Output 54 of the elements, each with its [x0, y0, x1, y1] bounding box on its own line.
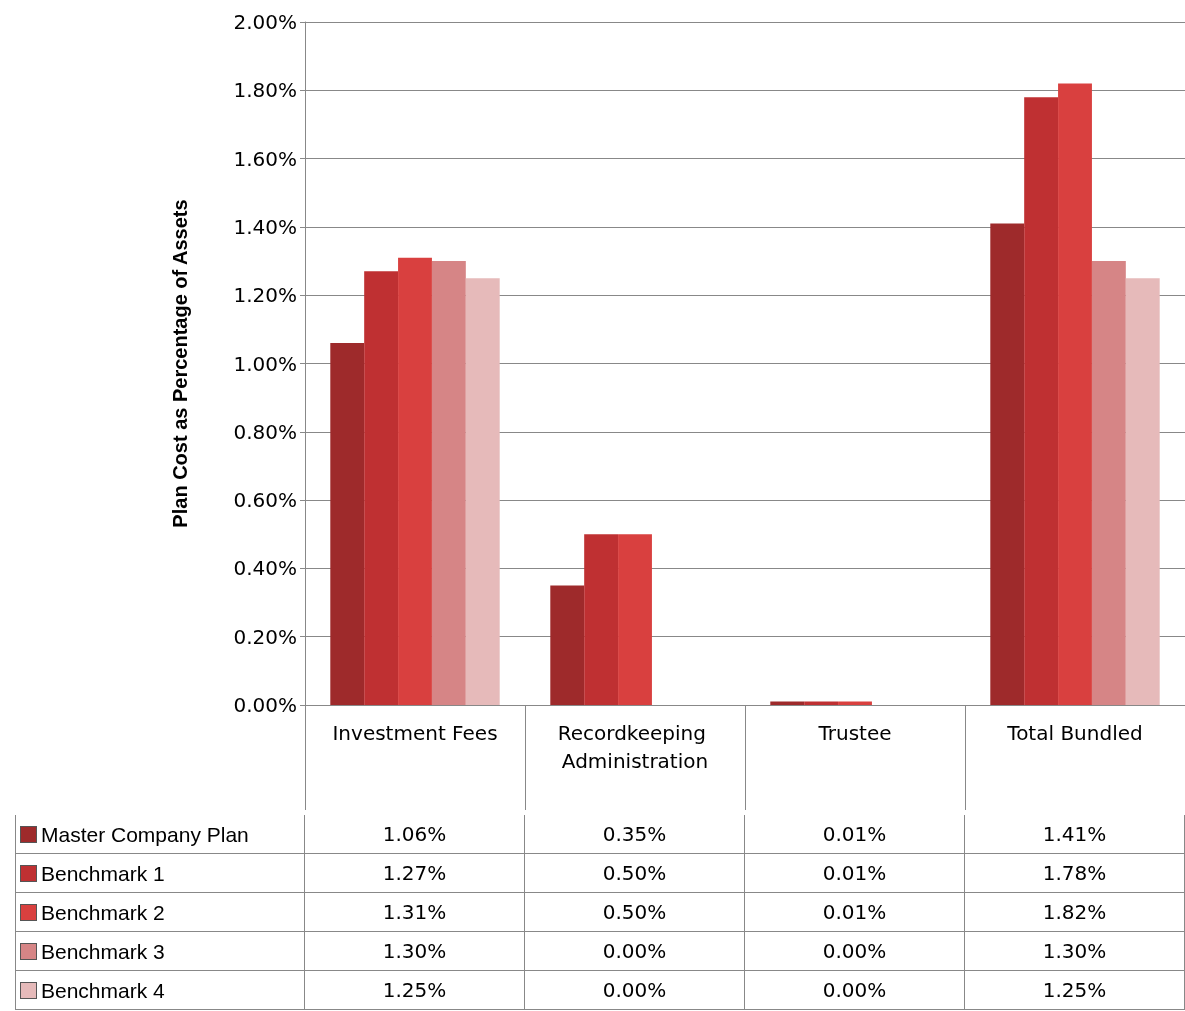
data-label: 1.30%	[305, 932, 525, 971]
bar	[1058, 83, 1092, 705]
y-tick-label: 0.00%	[233, 693, 297, 717]
x-tick-label: Investment Fees	[332, 721, 498, 745]
y-tick-label: 1.20%	[233, 283, 297, 308]
y-tick-label: 0.80%	[233, 419, 297, 444]
data-label: 0.00%	[525, 932, 745, 971]
data-label: 0.50%	[525, 893, 745, 932]
legend-label: Benchmark 1	[15, 854, 305, 893]
data-label: 1.25%	[965, 971, 1185, 1010]
data-label: 1.27%	[305, 854, 525, 893]
x-tick-label: Trustee	[817, 721, 892, 745]
x-tick-label: Total Bundled	[1006, 721, 1143, 745]
bar	[1091, 261, 1126, 705]
data-label: 1.25%	[305, 971, 525, 1010]
y-axis-title: Plan Cost as Percentage of Assets	[169, 199, 191, 528]
data-label: 1.78%	[965, 854, 1185, 893]
data-label: 0.00%	[745, 932, 965, 971]
bar	[364, 271, 399, 705]
data-label: 0.35%	[525, 815, 745, 854]
y-tick-label: 0.40%	[233, 556, 297, 581]
bar	[550, 585, 585, 705]
data-label: 0.00%	[525, 971, 745, 1010]
data-label: 1.06%	[305, 815, 525, 854]
bar	[1125, 278, 1160, 705]
y-tick-label: 1.80%	[233, 78, 297, 103]
data-label: 0.00%	[745, 971, 965, 1010]
data-label: 0.01%	[745, 815, 965, 854]
bar	[584, 534, 619, 705]
data-label: 0.01%	[745, 893, 965, 932]
data-label: 0.01%	[745, 854, 965, 893]
y-tick-label: 0.20%	[233, 624, 297, 649]
bar	[618, 534, 652, 705]
data-label: 0.50%	[525, 854, 745, 893]
data-label: 1.30%	[965, 932, 1185, 971]
y-tick-label: 1.60%	[233, 146, 297, 171]
y-tick-label: 0.60%	[233, 488, 297, 513]
x-tick-label: Recordkeeping Administration	[557, 721, 713, 773]
legend-label: Master Company Plan	[15, 815, 305, 854]
bar	[398, 257, 432, 705]
data-label: 1.31%	[305, 893, 525, 932]
bar	[1024, 97, 1059, 705]
bar	[465, 278, 500, 705]
y-tick-label: 1.40%	[233, 214, 297, 239]
legend-label: Benchmark 4	[15, 971, 305, 1010]
data-label: 1.41%	[965, 815, 1185, 854]
bar	[330, 343, 365, 705]
bar	[990, 223, 1025, 705]
data-label: 1.82%	[965, 893, 1185, 932]
legend-label: Benchmark 2	[15, 893, 305, 932]
legend-label: Benchmark 3	[15, 932, 305, 971]
y-tick-label: 1.00%	[233, 351, 297, 376]
bar	[431, 261, 466, 705]
y-tick-label: 2.00%	[233, 10, 297, 34]
